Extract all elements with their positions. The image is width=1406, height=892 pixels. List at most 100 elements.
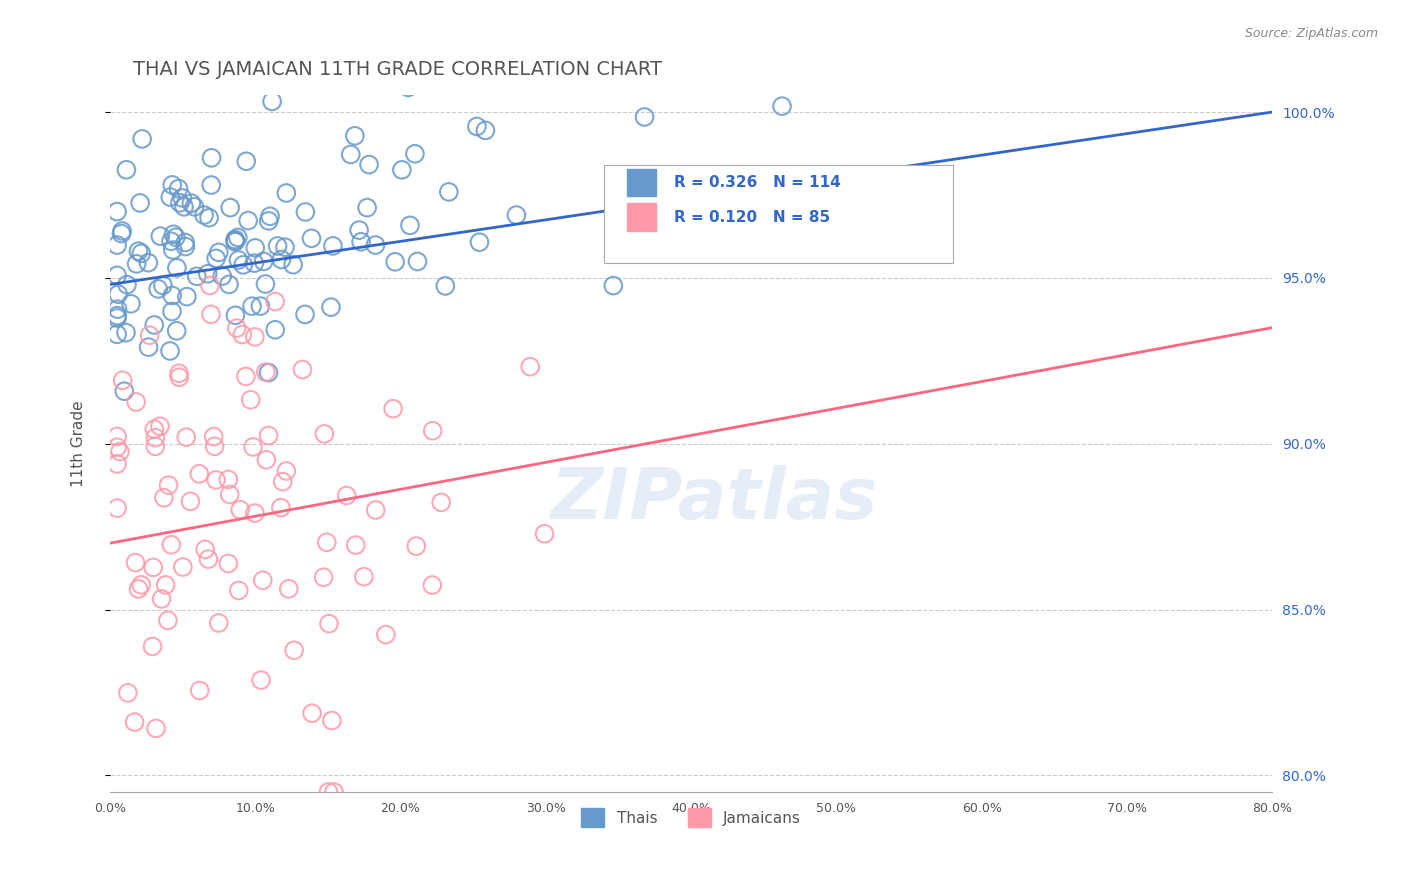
Point — [172, 560, 194, 574]
Point — [240, 299, 263, 313]
Point — [350, 235, 373, 249]
Point — [321, 714, 343, 728]
Point — [242, 440, 264, 454]
Point — [138, 255, 160, 269]
Point — [259, 209, 281, 223]
Point — [232, 258, 254, 272]
Point — [283, 643, 305, 657]
Point — [111, 224, 134, 238]
Point — [186, 269, 208, 284]
Point — [142, 560, 165, 574]
Point — [198, 211, 221, 225]
Point — [160, 538, 183, 552]
Point — [474, 123, 496, 137]
Point — [382, 401, 405, 416]
Point — [108, 444, 131, 458]
Point — [239, 392, 262, 407]
Point — [162, 243, 184, 257]
Y-axis label: 11th Grade: 11th Grade — [72, 401, 86, 487]
Point — [217, 557, 239, 571]
Point — [105, 238, 128, 252]
Point — [430, 495, 453, 509]
Point — [167, 182, 190, 196]
Point — [353, 569, 375, 583]
Point — [264, 323, 287, 337]
Point — [224, 309, 246, 323]
Point — [217, 473, 239, 487]
Point — [224, 233, 246, 247]
Point — [162, 288, 184, 302]
FancyBboxPatch shape — [605, 165, 953, 262]
Point — [111, 373, 134, 387]
Point — [262, 95, 284, 109]
Point — [343, 128, 366, 143]
Point — [143, 431, 166, 445]
Point — [249, 299, 271, 313]
Point — [138, 340, 160, 354]
Point — [105, 457, 128, 471]
Point — [197, 267, 219, 281]
Point — [405, 539, 427, 553]
Point — [374, 627, 396, 641]
Point — [224, 235, 246, 249]
Point — [291, 362, 314, 376]
Point — [465, 120, 488, 134]
Point — [264, 294, 287, 309]
Point — [160, 234, 183, 248]
Point — [228, 583, 250, 598]
Point — [602, 278, 624, 293]
Point — [274, 240, 297, 254]
Point — [188, 683, 211, 698]
Point — [228, 252, 250, 267]
Point — [129, 196, 152, 211]
Point — [250, 673, 273, 687]
Point — [169, 195, 191, 210]
Point — [204, 439, 226, 453]
Point — [294, 205, 316, 219]
Point — [336, 488, 359, 502]
FancyBboxPatch shape — [627, 203, 657, 231]
Point — [105, 429, 128, 443]
Point — [770, 99, 793, 113]
Point — [156, 613, 179, 627]
Point — [165, 230, 187, 244]
Text: R = 0.120   N = 85: R = 0.120 N = 85 — [673, 210, 830, 225]
Point — [198, 278, 221, 293]
Point — [243, 256, 266, 270]
Point — [323, 785, 346, 799]
Point — [105, 501, 128, 516]
Point — [238, 213, 260, 227]
Point — [174, 239, 197, 253]
Point — [167, 366, 190, 380]
Point — [110, 227, 132, 241]
Point — [166, 324, 188, 338]
Point — [235, 369, 257, 384]
Point — [391, 162, 413, 177]
Point — [153, 491, 176, 505]
Text: THAI VS JAMAICAN 11TH GRADE CORRELATION CHART: THAI VS JAMAICAN 11TH GRADE CORRELATION … — [134, 60, 662, 78]
Point — [174, 235, 197, 250]
Point — [505, 208, 527, 222]
Point — [169, 370, 191, 384]
Point — [205, 252, 228, 266]
Point — [179, 494, 201, 508]
Point — [148, 282, 170, 296]
Point — [301, 706, 323, 721]
Point — [183, 200, 205, 214]
Point — [143, 318, 166, 332]
Point — [516, 71, 538, 86]
Text: R = 0.326   N = 114: R = 0.326 N = 114 — [673, 175, 841, 190]
Point — [399, 219, 422, 233]
Point — [312, 570, 335, 584]
Point — [301, 231, 323, 245]
Point — [205, 473, 228, 487]
Point — [200, 307, 222, 321]
Point — [160, 304, 183, 318]
Point — [115, 326, 138, 340]
Point — [155, 578, 177, 592]
Point — [149, 229, 172, 244]
Point — [243, 330, 266, 344]
Point — [420, 578, 443, 592]
Point — [347, 223, 370, 237]
Point — [226, 230, 249, 244]
